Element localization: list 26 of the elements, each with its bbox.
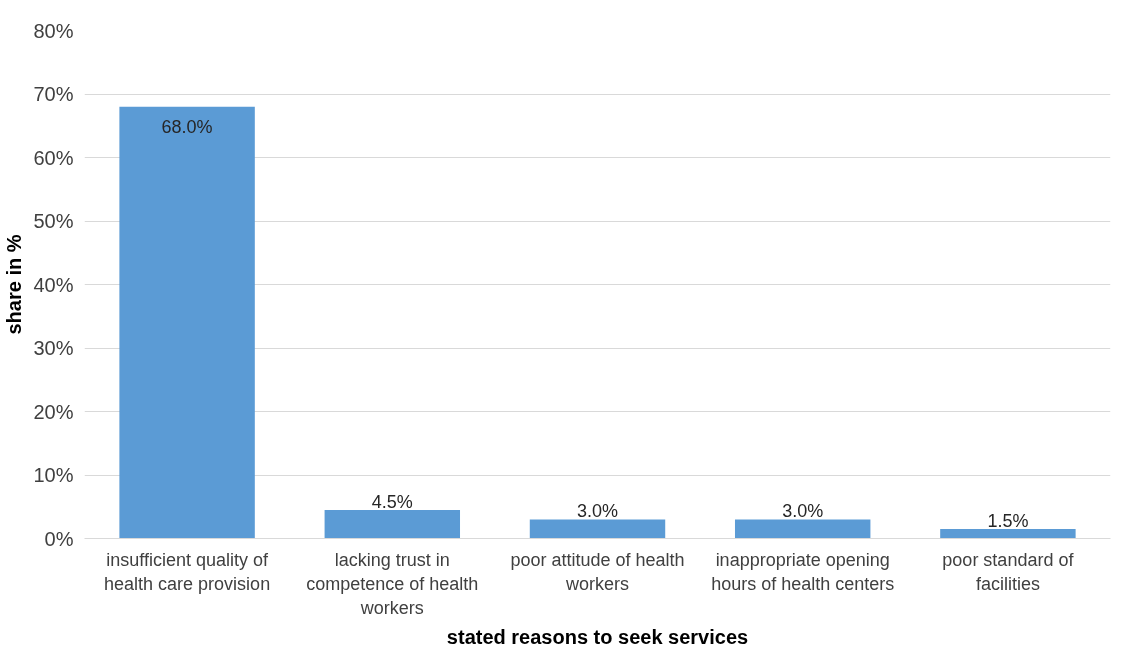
data-label: 3.0%: [782, 501, 824, 522]
bar: [324, 509, 461, 539]
y-tick-label: 40%: [33, 273, 74, 296]
x-tick-label: poor standard of facilities: [942, 549, 1075, 594]
data-label: 4.5%: [371, 491, 413, 512]
y-tick-label: 80%: [33, 19, 74, 42]
data-label: 1.5%: [987, 510, 1029, 531]
y-tick-label: 70%: [33, 83, 74, 105]
y-tick-label: 60%: [33, 146, 74, 169]
data-label: 68.0%: [161, 116, 213, 137]
y-axis-title: share in %: [3, 234, 26, 335]
bar: [119, 106, 255, 539]
y-tick-label: 20%: [33, 400, 74, 423]
y-tick-label: 0%: [44, 527, 74, 550]
bar: [529, 519, 666, 539]
x-tick-label: lacking trust in competence of health workers: [306, 549, 479, 618]
y-tick-label: 10%: [33, 464, 74, 486]
y-tick-label: 50%: [33, 210, 74, 232]
x-tick-label: poor attitude of health workers: [510, 549, 685, 594]
x-tick-label: insufficient quality of health care provision: [104, 549, 271, 594]
y-tick-label: 30%: [33, 337, 74, 359]
x-tick-label: inappropriate opening hours of health centers: [711, 549, 895, 594]
data-label: 3.0%: [576, 501, 619, 522]
bar: [734, 519, 871, 539]
x-axis-title: stated reasons to seek services: [446, 625, 749, 648]
bar: [940, 528, 1076, 539]
